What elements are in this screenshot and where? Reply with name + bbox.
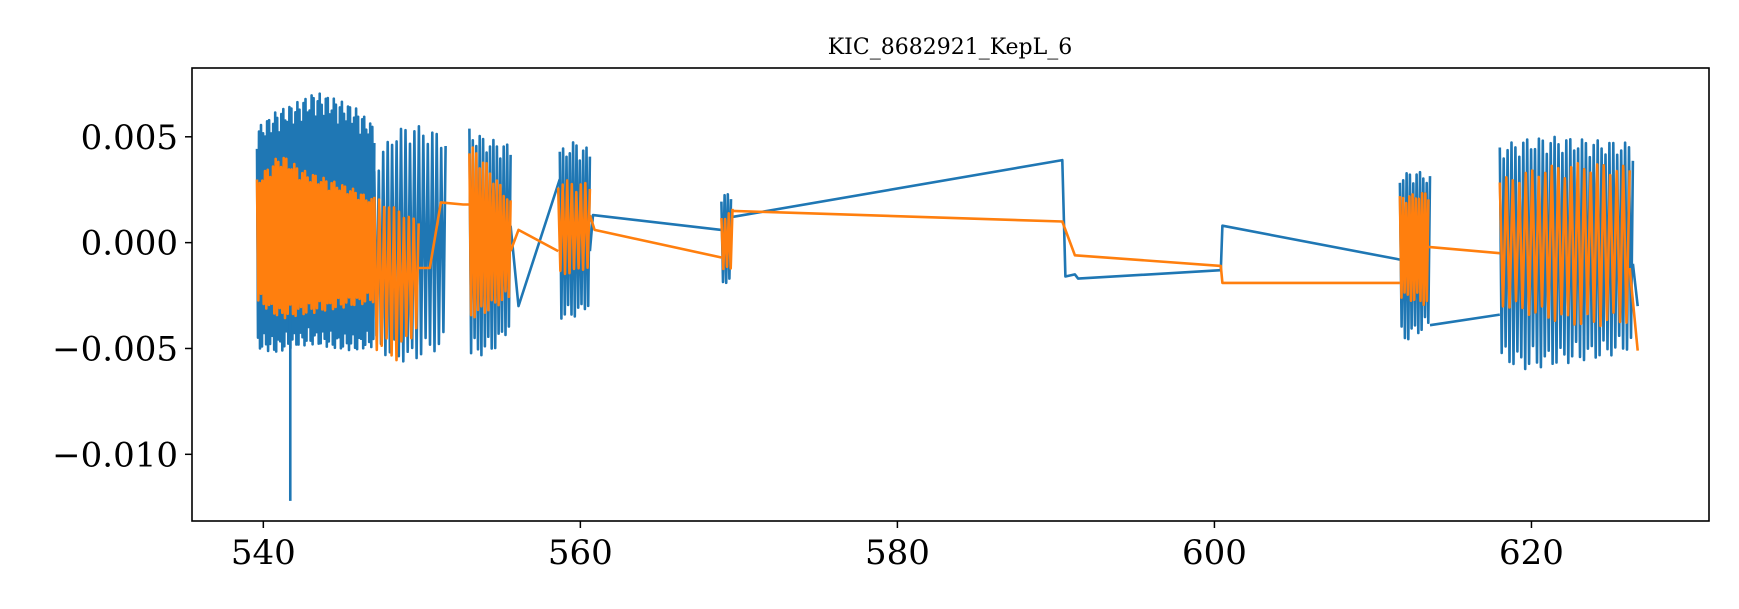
series-0-gap-line-2 bbox=[730, 158, 1401, 280]
series-0-gap-line-3 bbox=[1429, 313, 1500, 327]
series-0-gap-line-0 bbox=[509, 178, 562, 308]
y-tick-label-1: 0.000 bbox=[81, 224, 178, 264]
series-1-gap-line-0 bbox=[418, 201, 470, 270]
x-tick-label-3: 600 bbox=[1182, 533, 1247, 573]
series-0-gap-line-1 bbox=[588, 213, 722, 252]
chart-title: KIC_8682921_KepL_6 bbox=[828, 35, 1073, 60]
series-0-block-4 bbox=[720, 193, 733, 285]
series-1-block-5 bbox=[1398, 192, 1430, 306]
series-1-gap-line-2 bbox=[588, 214, 722, 259]
x-tick-label-1: 560 bbox=[548, 533, 613, 573]
y-tick-label-0: 0.005 bbox=[81, 118, 178, 158]
series-0-block-5 bbox=[1398, 170, 1432, 341]
series-1-block-0 bbox=[255, 156, 376, 320]
series-layer bbox=[255, 92, 1639, 501]
series-0-block-2 bbox=[468, 128, 512, 357]
series-1-gap-line-4 bbox=[1428, 245, 1500, 255]
series-0-gap-line-4 bbox=[1631, 263, 1639, 307]
x-tick-label-4: 620 bbox=[1499, 533, 1564, 573]
series-1-block-1 bbox=[373, 196, 420, 362]
x-tick-label-0: 540 bbox=[231, 533, 296, 573]
series-1-block-6 bbox=[1498, 161, 1631, 328]
x-tick-label-2: 580 bbox=[865, 533, 930, 573]
plot-frame bbox=[191, 67, 1710, 522]
series-1-block-3 bbox=[556, 179, 592, 276]
y-tick-label-3: −0.010 bbox=[52, 435, 178, 475]
axis-layer: 540 560 580 600 620 0.005 0.000 −0.005 −0.010 bbox=[52, 118, 1564, 573]
series-1-gap-line-3 bbox=[732, 209, 1400, 285]
series-1-block-4 bbox=[720, 208, 734, 271]
series-0 bbox=[255, 92, 1639, 501]
series-1-block-2 bbox=[468, 146, 512, 319]
series-0-block-3 bbox=[558, 141, 592, 320]
series-1-gap-line-5 bbox=[1628, 267, 1639, 351]
series-1-gap-line-1 bbox=[509, 228, 559, 253]
series-1 bbox=[255, 146, 1639, 362]
y-tick-label-2: −0.005 bbox=[52, 329, 178, 369]
